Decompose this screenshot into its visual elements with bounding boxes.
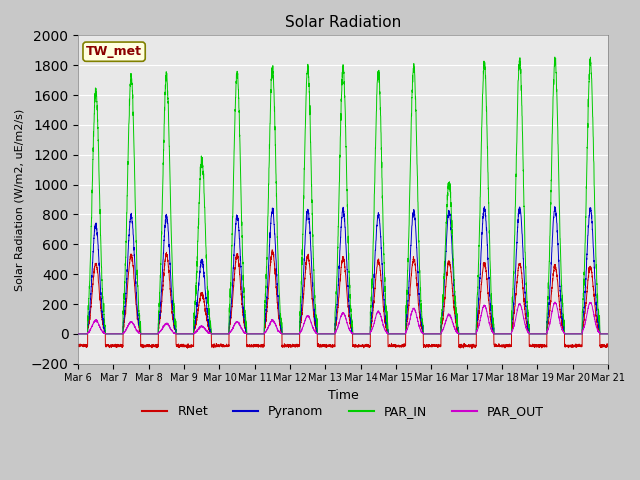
PAR_IN [492,331,499,337]
Legend: RNet, Pyranom, PAR_IN, PAR_OUT: RNet, Pyranom, PAR_IN, PAR_OUT [138,400,548,423]
Line: PAR_OUT: PAR_OUT [78,302,608,334]
RNet [268,247,276,252]
PAR_IN [170,294,177,300]
PAR_IN [461,331,469,337]
RNet [604,343,611,348]
Line: PAR_IN: PAR_IN [78,57,608,334]
Pyranom [170,312,177,317]
PAR_IN [604,331,612,337]
PAR_OUT [461,331,469,337]
RNet [468,346,476,351]
RNet [433,342,440,348]
PAR_OUT [323,331,331,337]
RNet [462,343,470,348]
Title: Solar Radiation: Solar Radiation [285,15,401,30]
PAR_IN [74,331,82,337]
PAR_IN [604,331,611,337]
PAR_IN [433,331,440,337]
PAR_IN [323,331,331,337]
PAR_OUT [433,331,440,337]
Pyranom [323,331,331,337]
Pyranom [604,331,611,337]
RNet [170,319,177,324]
Y-axis label: Solar Radiation (W/m2, uE/m2/s): Solar Radiation (W/m2, uE/m2/s) [15,108,25,291]
Pyranom [551,204,559,210]
Pyranom [461,331,469,337]
RNet [604,343,612,348]
PAR_OUT [74,331,82,337]
Pyranom [492,331,499,337]
Line: RNet: RNet [78,250,608,348]
PAR_OUT [604,331,612,337]
Pyranom [604,331,612,337]
X-axis label: Time: Time [328,389,358,402]
Pyranom [74,331,82,337]
PAR_IN [551,54,559,60]
PAR_OUT [604,331,611,337]
PAR_OUT [492,331,499,337]
RNet [323,342,331,348]
PAR_OUT [551,299,559,305]
Pyranom [433,331,440,337]
RNet [492,343,500,348]
PAR_OUT [170,330,177,336]
RNet [74,343,82,349]
Line: Pyranom: Pyranom [78,207,608,334]
Text: TW_met: TW_met [86,45,142,58]
